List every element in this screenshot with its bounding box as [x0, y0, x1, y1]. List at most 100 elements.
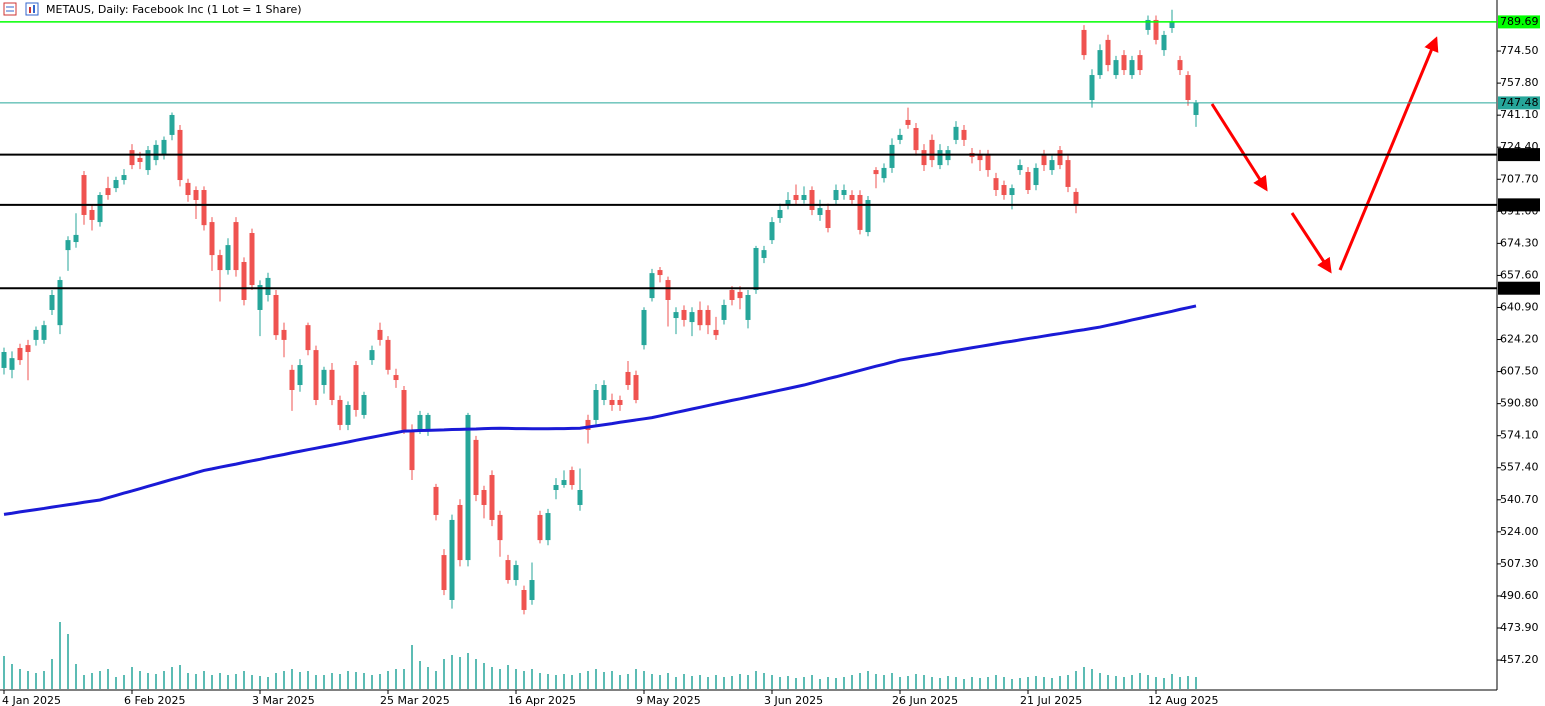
candle-body: [905, 119, 911, 125]
candle-body: [889, 144, 895, 168]
candle-body: [345, 404, 351, 425]
candle-body: [489, 475, 495, 520]
candle-body: [585, 419, 591, 430]
candle-body: [377, 329, 383, 340]
price-level-tag: [1498, 96, 1540, 110]
candle-body: [193, 190, 199, 200]
candle-body: [777, 209, 783, 219]
candle-body: [1177, 60, 1183, 71]
candle-body: [513, 565, 519, 581]
candle-body: [825, 209, 831, 229]
candle-body: [97, 195, 103, 223]
candle-body: [1113, 60, 1119, 76]
candle-body: [961, 129, 967, 140]
price-level-label: 747.48: [1500, 96, 1539, 109]
candle-body: [49, 295, 55, 310]
candle-body: [985, 155, 991, 171]
candle-body: [1121, 55, 1127, 71]
candle-body: [449, 519, 455, 600]
icon: [25, 2, 39, 16]
candle-body: [873, 170, 879, 175]
candle-body: [201, 190, 207, 226]
candle-body: [497, 514, 503, 541]
candle-body: [209, 222, 215, 256]
candle-body: [457, 504, 463, 561]
price-level-label: 650.94: [1500, 281, 1539, 294]
candle-body: [1001, 185, 1007, 196]
candle-body: [721, 304, 727, 320]
candle-body: [89, 209, 95, 220]
y-tick-label: 490.60: [1500, 589, 1539, 602]
candle-body: [897, 134, 903, 140]
candle-body: [977, 155, 983, 161]
candle-body: [993, 178, 999, 191]
candle-body: [385, 339, 391, 370]
plot: [1, 9, 1199, 689]
candle-body: [809, 190, 815, 210]
candle-body: [369, 350, 375, 361]
x-tick-label: 25 Mar 2025: [380, 694, 450, 706]
candle-body: [57, 280, 63, 326]
candle-body: [217, 255, 223, 271]
candle-body: [561, 480, 567, 486]
candle-body: [185, 182, 191, 196]
candle-body: [617, 399, 623, 405]
x-tick-label: 16 Apr 2025: [508, 694, 576, 706]
candle-body: [1105, 39, 1111, 66]
candle-body: [425, 414, 431, 430]
candle-body: [1017, 165, 1023, 171]
candle-body: [817, 208, 823, 215]
candle-body: [673, 312, 679, 319]
candle-body: [129, 150, 135, 166]
candle-body: [1185, 75, 1191, 100]
candle-body: [553, 485, 559, 491]
y-tick-label: 674.30: [1500, 236, 1539, 249]
candle-body: [769, 222, 775, 241]
candle-body: [329, 369, 335, 400]
arrow: [1210, 103, 1268, 192]
candle-body: [1161, 34, 1167, 51]
candle-body: [417, 414, 423, 430]
candle-body: [241, 261, 247, 300]
candle-body: [481, 490, 487, 505]
icon: [29, 7, 31, 13]
y-tick-label: 457.20: [1500, 653, 1539, 666]
x-tick-label: 4 Jan 2025: [2, 694, 61, 706]
y-tick-label: 657.60: [1500, 268, 1539, 281]
candle-body: [353, 365, 359, 410]
candle-body: [1065, 160, 1071, 187]
candle-body: [649, 273, 655, 299]
candle-body: [569, 470, 575, 486]
candle-body: [865, 199, 871, 233]
candle-body: [857, 195, 863, 230]
candle-body: [929, 139, 935, 161]
candle-body: [361, 394, 367, 415]
candle-body: [473, 439, 479, 495]
candle-body: [593, 390, 599, 420]
candle-body: [801, 195, 807, 200]
candle-body: [249, 233, 255, 286]
candle-body: [705, 309, 711, 326]
candle-body: [937, 150, 943, 166]
arrow: [1290, 212, 1332, 274]
moving-average: [3, 304, 1197, 516]
candle-body: [401, 390, 407, 430]
candle-body: [1081, 29, 1087, 56]
candle-body: [537, 514, 543, 541]
candle-body: [881, 167, 887, 179]
candle-body: [289, 369, 295, 391]
y-tick-label: 590.80: [1500, 397, 1539, 410]
y-tick-label: 540.70: [1500, 493, 1539, 506]
candle-body: [521, 590, 527, 610]
y-tick-label: 524.00: [1500, 525, 1539, 538]
candle-body: [921, 150, 927, 166]
x-tick-label: 9 May 2025: [636, 694, 701, 706]
candle-body: [681, 309, 687, 320]
candle-body: [1041, 155, 1047, 166]
candle-body: [321, 369, 327, 386]
candle-body: [1073, 191, 1079, 205]
candle-body: [657, 270, 663, 276]
candle-body: [65, 240, 71, 251]
candle-body: [393, 375, 399, 381]
